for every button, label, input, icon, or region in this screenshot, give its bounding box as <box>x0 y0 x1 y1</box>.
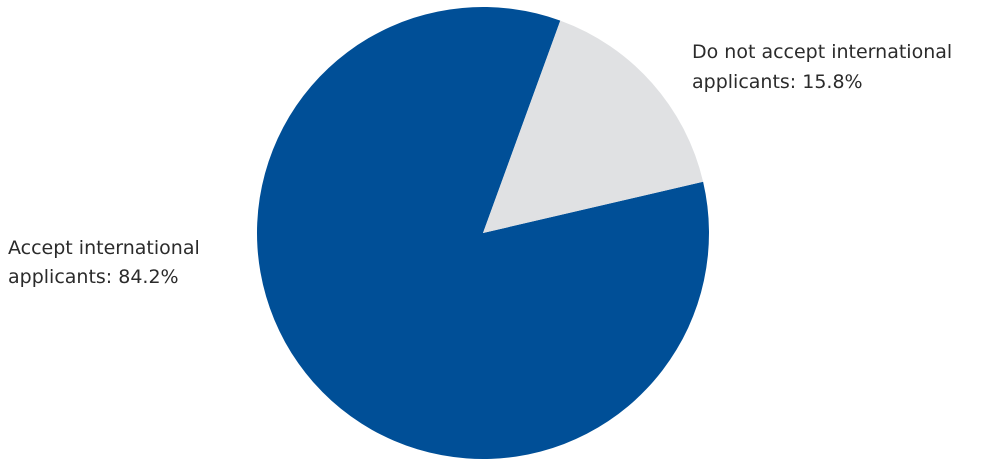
pie-slices <box>256 6 709 459</box>
label-accept-international-line1: Accept international <box>8 237 200 259</box>
label-do-not-accept-international-line2: applicants: 15.8% <box>692 71 863 93</box>
slice-do-not-accept-international <box>483 20 704 233</box>
slice-accept-international <box>256 6 709 459</box>
label-accept-international-line2: applicants: 84.2% <box>8 266 179 288</box>
label-do-not-accept-international-line1: Do not accept international <box>692 41 952 63</box>
